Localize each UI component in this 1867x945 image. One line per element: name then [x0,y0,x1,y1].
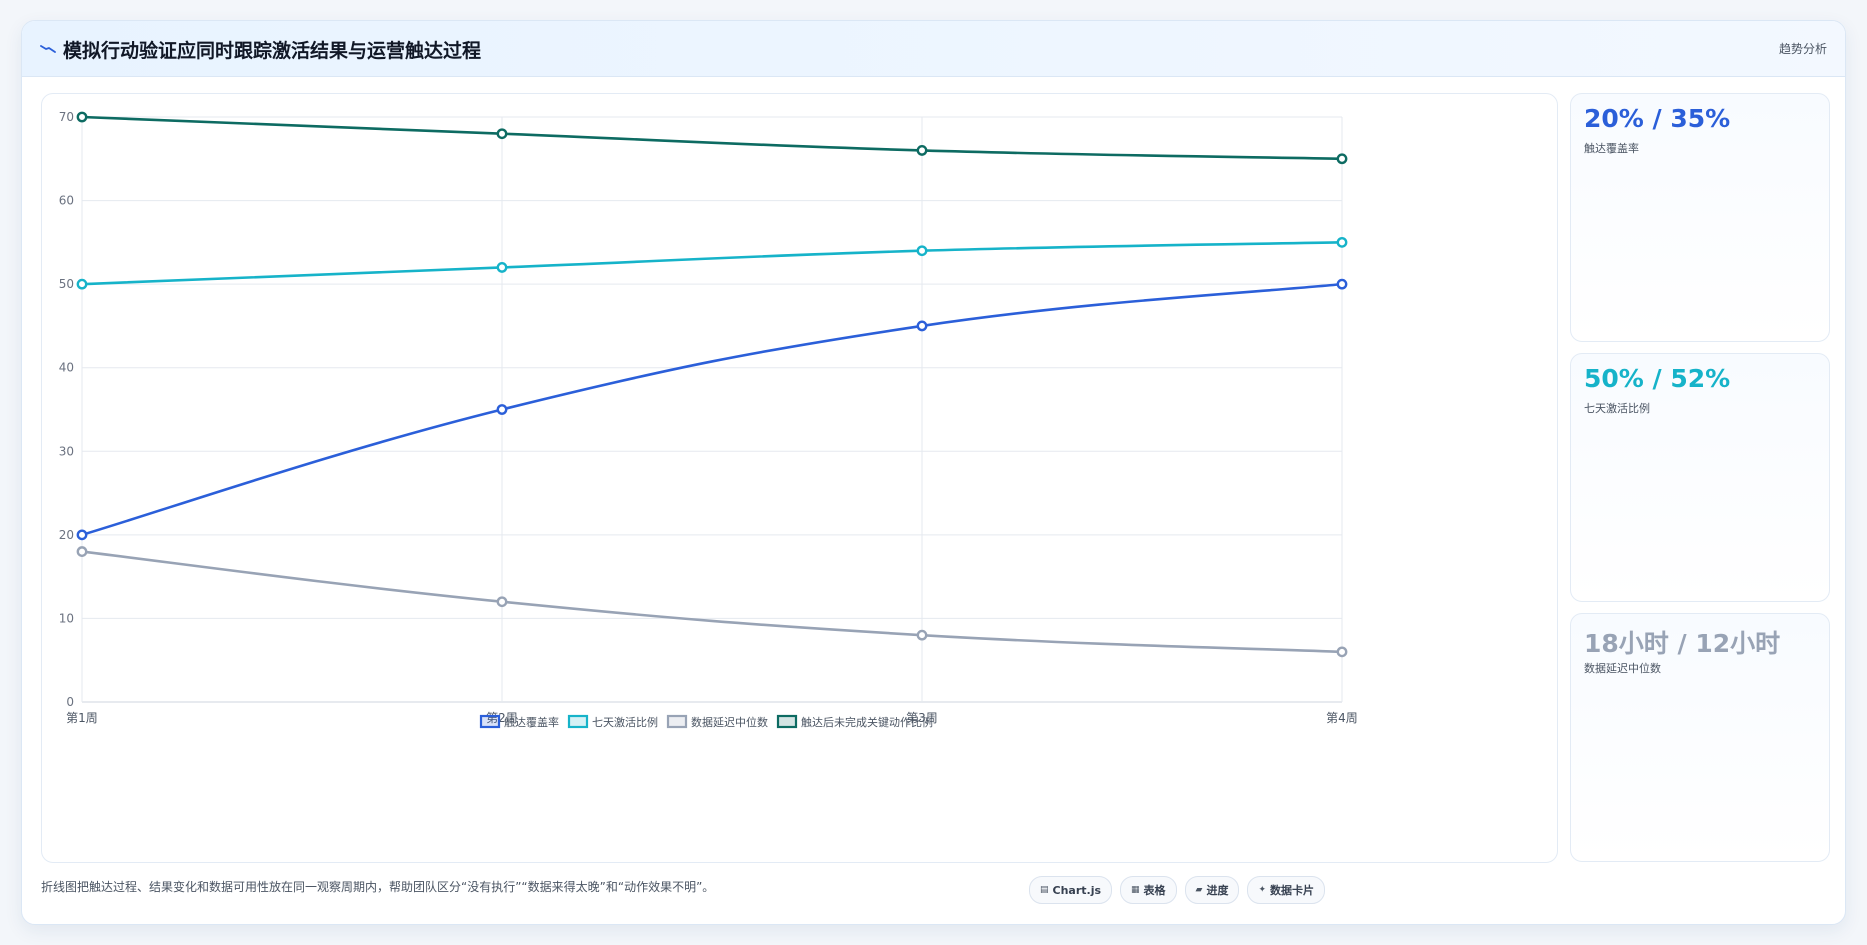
panel-title: 模拟行动验证应同时跟踪激活结果与运营触达过程 [63,40,482,62]
x-tick-label: 第2周 [486,711,518,725]
chip-label: 数据卡片 [1270,884,1315,897]
legend-label: 数据延迟中位数 [691,715,768,729]
kpi-label: 七天激活比例 [1584,402,1650,415]
y-tick-label: 50 [59,277,74,291]
legend-label: 触达后未完成关键动作比例 [801,715,933,729]
kpi-card-activation: 50% / 52% 七天激活比例 [1570,353,1830,602]
chip-table[interactable]: ▦ 表格 [1120,876,1177,904]
legend-swatch [776,714,798,729]
line-chart-card: 0 10 20 30 40 50 60 70 第1周 第2周 第3周 第4周 触达覆盖率 七天激活比例 数据… [41,93,1558,863]
series-line-1 [81,241,1343,286]
data-point [76,546,88,557]
data-point [916,629,928,641]
line-chart: 0 10 20 30 40 50 60 70 第1周 第2周 第3周 第4周 触达覆盖率 七天激活比例 数据… [59,110,1358,729]
trend-line-icon [40,45,56,53]
legend-label: 七天激活比例 [592,715,658,729]
kpi-label: 触达覆盖率 [1584,142,1639,155]
panel-tag: 趋势分析 [1778,42,1827,56]
tech-chips: ▤ Chart.js ▦ 表格 ▰ 进度 ✦ 数据卡片 [1029,876,1326,904]
card-icon: ✦ [1258,885,1267,895]
kpi-label: 数据延迟中位数 [1584,662,1661,675]
y-tick-label: 70 [59,110,74,124]
series-line-3 [81,115,1343,161]
data-point [1336,646,1348,658]
y-tick-label: 0 [66,695,74,709]
chip-progress[interactable]: ▰ 进度 [1184,876,1240,904]
data-point [496,262,508,273]
series-line-0 [81,282,1343,537]
kpi-value: 18小时 / 12小时 [1584,629,1781,658]
data-point [76,111,88,123]
table-icon: ▦ [1131,885,1140,895]
data-point [496,404,508,415]
panel-header: 模拟行动验证应同时跟踪激活结果与运营触达过程 趋势分析 [22,21,1845,77]
data-point [916,320,928,332]
kpi-value: 20% / 35% [1584,104,1731,133]
y-tick-label: 10 [59,611,74,625]
data-point [916,145,928,156]
data-point [1336,236,1348,248]
data-point [1336,153,1348,165]
chip-label: Chart.js [1052,883,1102,897]
legend-swatch [666,714,688,729]
chart-footnote: 折线图把触达过程、结果变化和数据可用性放在同一观察周期内，帮助团队区分“没有执行… [41,880,715,894]
dashboard-panel: 模拟行动验证应同时跟踪激活结果与运营触达过程 趋势分析 0 10 20 30 40 50 6… [21,20,1846,925]
progress-icon: ▰ [1195,885,1203,895]
y-tick-label: 60 [59,194,74,208]
y-tick-label: 20 [59,528,74,542]
y-tick-label: 30 [59,444,74,458]
data-point [496,596,508,608]
x-tick-label: 第3周 [906,711,938,725]
series-line-2 [81,550,1343,654]
chart-icon: ▤ [1040,885,1049,895]
x-tick-label: 第4周 [1326,711,1358,725]
legend-label: 触达覆盖率 [504,715,559,729]
chip-label: 表格 [1143,884,1166,897]
chip-label: 进度 [1206,884,1229,897]
data-point [496,128,508,140]
chip-chartjs[interactable]: ▤ Chart.js [1029,876,1113,904]
data-point [1336,278,1348,290]
chip-data-card[interactable]: ✦ 数据卡片 [1247,876,1326,904]
data-point [76,529,88,541]
y-tick-label: 40 [59,361,74,375]
kpi-card-latency: 18小时 / 12小时 数据延迟中位数 [1570,613,1830,862]
kpi-value: 50% / 52% [1584,364,1731,393]
legend-swatch [479,714,501,729]
data-point [76,278,88,290]
data-point [916,245,928,257]
legend-swatch [567,714,589,729]
kpi-card-reach: 20% / 35% 触达覆盖率 [1570,93,1830,342]
x-tick-label: 第1周 [66,711,98,725]
